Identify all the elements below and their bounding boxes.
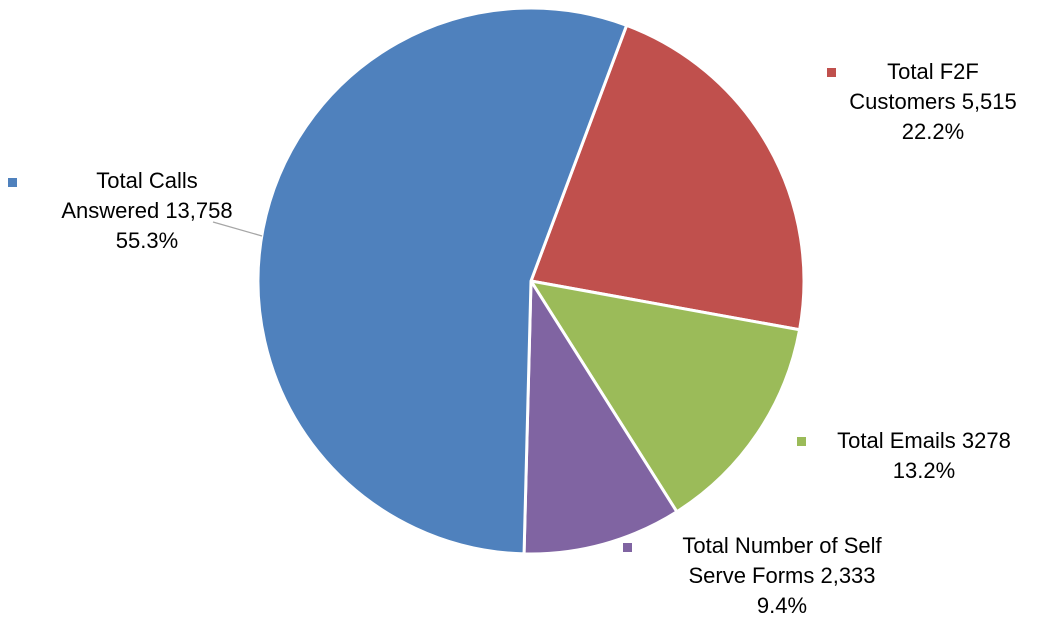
data-label-calls-line2: Answered 13,758 [61,198,233,223]
data-label-self-serve: Total Number of Self Serve Forms 2,333 9… [632,531,932,621]
pie-slice-self-serve [522,279,679,556]
data-label-f2f: Total F2F Customers 5,515 22.2% [818,57,1048,147]
legend-key-emails [797,437,806,446]
pie-slice-emails [529,279,802,514]
legend-key-self-serve [623,543,632,552]
pie-slices [256,6,806,556]
data-label-self-serve-line1: Total Number of Self [682,533,882,558]
data-label-emails-percent: 13.2% [892,458,956,483]
leader-line-calls [212,221,263,237]
data-label-self-serve-percent: 9.4% [756,593,808,618]
data-label-emails-line1: Total Emails 3278 [837,428,1011,453]
data-label-f2f-percent: 22.2% [901,119,965,144]
data-label-self-serve-line2: Serve Forms 2,333 [688,563,876,588]
legend-key-calls [8,178,17,187]
legend-key-f2f [827,68,836,77]
data-label-emails: Total Emails 3278 13.2% [808,426,1040,486]
data-label-f2f-line1: Total F2F [887,59,979,84]
data-label-calls-line1: Total Calls [96,168,198,193]
data-label-f2f-line2: Customers 5,515 [849,89,1017,114]
data-label-calls-percent: 55.3% [115,228,179,253]
data-label-calls: Total Calls Answered 13,758 55.3% [22,166,272,256]
pie-slice-calls [256,6,629,556]
